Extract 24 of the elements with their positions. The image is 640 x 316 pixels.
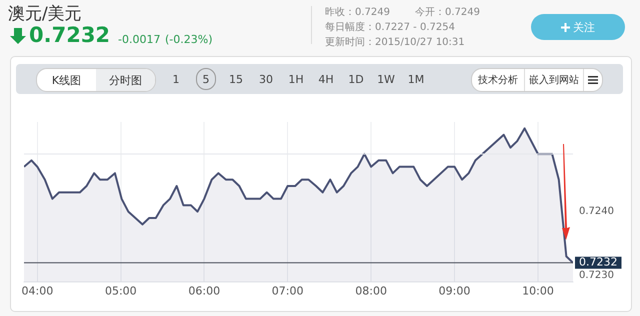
text: 今开：0.7249: [415, 6, 480, 19]
y-tick-label: 0.7240: [579, 206, 614, 218]
chart-subtitle: 0.7232: [29, 23, 110, 47]
x-tick-label: 07:00: [272, 284, 304, 298]
x-tick-label: 09:00: [438, 284, 470, 298]
x-tick-label: 10:00: [522, 284, 554, 298]
text: 每日幅度：0.7227 - 0.7254: [325, 20, 455, 34]
chart-title: 澳元/美元: [8, 3, 82, 25]
text: 技术分析: [472, 69, 525, 91]
text: 分时图: [96, 69, 155, 91]
text: (-0.23%): [165, 33, 212, 46]
text: 更新时间：2015/10/27 10:31: [325, 36, 465, 49]
x-tick-label: 05:00: [104, 284, 137, 298]
text: 昨收：0.7249: [325, 6, 390, 19]
x-tick-label: 08:00: [355, 284, 387, 298]
x-tick-label: 06:00: [188, 284, 220, 298]
text: -0.0017: [118, 33, 160, 46]
text: 关注: [573, 20, 595, 34]
text: 嵌入到网站: [525, 69, 584, 91]
text: K线图: [50, 72, 82, 88]
x-tick-label: 04:00: [22, 284, 54, 298]
ref-line-label: 0.7232: [579, 256, 618, 269]
text: 1 5 15 30 1H 4H 1D 1W 1M: [172, 72, 424, 86]
y-tick-label: 0.7230: [579, 270, 614, 282]
